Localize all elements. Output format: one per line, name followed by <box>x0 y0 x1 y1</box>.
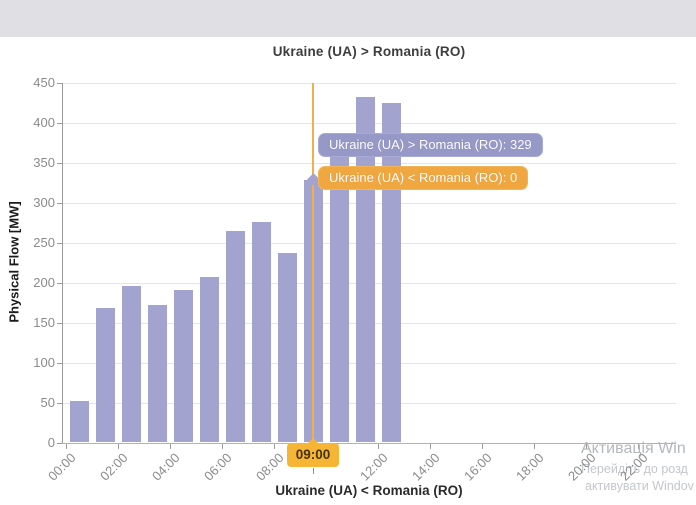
y-axis-tick-label: 400 <box>33 115 55 130</box>
y-axis-tick <box>57 122 62 124</box>
bar-06:00[interactable] <box>225 231 245 442</box>
window-topbar <box>0 0 696 37</box>
bar-08:00[interactable] <box>277 252 297 442</box>
crosshair-line <box>312 83 314 443</box>
x-axis-tick <box>638 444 639 449</box>
watermark-line: Перейдіть до розд <box>581 462 688 476</box>
x-axis-tick <box>430 444 431 449</box>
y-axis-tick <box>57 162 62 164</box>
y-axis-tick-label: 300 <box>33 195 55 210</box>
x-axis-tick <box>586 444 587 449</box>
y-axis-tick-label: 100 <box>33 355 55 370</box>
y-axis-tick-label: 150 <box>33 315 55 330</box>
x-axis-tick <box>66 444 67 449</box>
windows-activation-watermark: Активація Win Перейдіть до розд активува… <box>581 440 694 496</box>
x-axis-tick <box>222 444 223 449</box>
x-axis-title: Ukraine (UA) < Romania (RO) <box>275 483 463 498</box>
watermark-line: Активація Win <box>581 440 686 457</box>
highlighted-x-tick-label: 09:00 <box>287 438 339 474</box>
tooltip-series-reverse: Ukraine (UA) < Romania (RO): 0 <box>318 166 529 190</box>
chart-title: Ukraine (UA) > Romania (RO) <box>272 44 466 59</box>
y-axis-tick-label: 200 <box>33 275 55 290</box>
watermark-line: активувати Windov <box>585 479 694 493</box>
bar-10:00[interactable] <box>329 147 349 442</box>
y-axis-tick <box>57 442 62 444</box>
y-axis-tick-label: 0 <box>47 435 55 450</box>
y-axis-tick <box>57 322 62 324</box>
y-axis-tick-label: 50 <box>40 395 55 410</box>
y-axis-tick-label: 350 <box>33 155 55 170</box>
bar-02:00[interactable] <box>121 286 141 442</box>
bar-04:00[interactable] <box>173 290 193 442</box>
x-axis-tick <box>170 444 171 449</box>
tooltip-series-forward: Ukraine (UA) > Romania (RO): 329 <box>318 133 543 157</box>
gridline <box>63 82 676 84</box>
x-axis-tick <box>534 444 535 449</box>
y-axis-tick <box>57 82 62 84</box>
y-axis-tick-label: 250 <box>33 235 55 250</box>
x-axis-tick <box>378 444 379 449</box>
x-axis-tick <box>274 444 275 449</box>
bar-01:00[interactable] <box>95 307 115 442</box>
y-axis-tick <box>57 362 62 364</box>
y-axis-tick-label: 450 <box>33 75 55 90</box>
x-axis-tick <box>118 444 119 449</box>
x-axis-line <box>62 443 676 444</box>
bar-07:00[interactable] <box>251 222 271 442</box>
y-axis-tick <box>57 242 62 244</box>
y-axis-line <box>62 83 63 443</box>
bar-00:00[interactable] <box>69 400 89 442</box>
y-axis-tick <box>57 202 62 204</box>
y-axis-tick <box>57 402 62 404</box>
x-axis-tick <box>482 444 483 449</box>
bar-03:00[interactable] <box>147 305 167 442</box>
bar-05:00[interactable] <box>199 277 219 442</box>
y-axis-tick <box>57 282 62 284</box>
